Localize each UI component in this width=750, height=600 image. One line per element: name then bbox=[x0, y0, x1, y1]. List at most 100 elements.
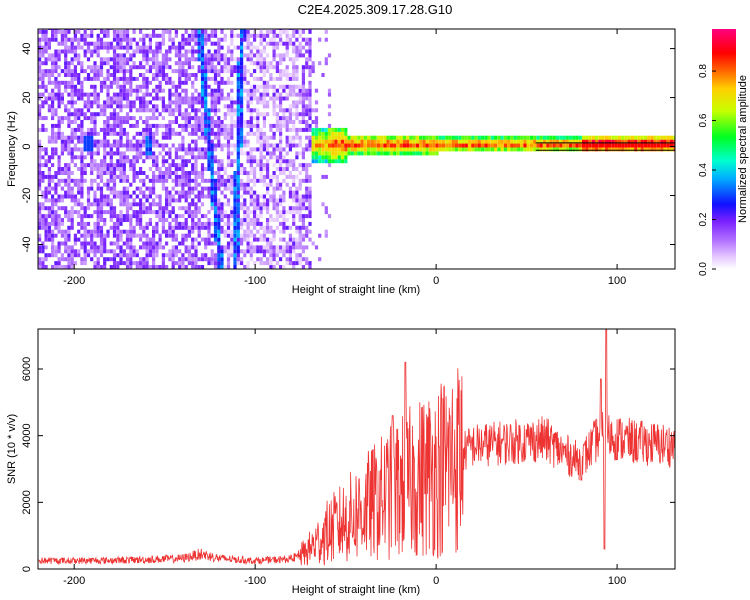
heatmap-cell bbox=[44, 57, 48, 62]
colorbar: 0.00.20.40.60.8 Normalized spectral ampl… bbox=[698, 29, 749, 276]
heatmap-cell bbox=[51, 131, 55, 136]
y-tick-label: 0 bbox=[21, 566, 33, 572]
heatmap-cell bbox=[236, 171, 240, 175]
heatmap-cell bbox=[253, 174, 257, 179]
heatmap-cell bbox=[57, 96, 61, 101]
heatmap-cell bbox=[174, 147, 178, 152]
heatmap-cell bbox=[168, 147, 172, 152]
heatmap-cell bbox=[236, 237, 240, 242]
heatmap-cell bbox=[236, 174, 240, 179]
heatmap-cell bbox=[288, 245, 292, 250]
heatmap-cell bbox=[435, 147, 439, 152]
heatmap-cell bbox=[285, 69, 289, 74]
heatmap-cell bbox=[233, 143, 237, 148]
heatmap-cell bbox=[106, 171, 110, 175]
heatmap-cell bbox=[295, 167, 299, 171]
heatmap-cell bbox=[308, 190, 312, 195]
heatmap-cell bbox=[243, 190, 247, 195]
heatmap-cell bbox=[129, 206, 133, 211]
heatmap-cell bbox=[99, 29, 104, 34]
heatmap-cell bbox=[288, 257, 292, 262]
heatmap-cell bbox=[324, 37, 328, 42]
heatmap-cell bbox=[155, 96, 159, 101]
heatmap-cell bbox=[83, 49, 87, 54]
heatmap-cell bbox=[106, 257, 110, 262]
heatmap-cell bbox=[119, 131, 123, 136]
heatmap-cell bbox=[236, 202, 240, 207]
heatmap-cell bbox=[588, 143, 592, 148]
heatmap-cell bbox=[213, 143, 218, 148]
heatmap-cell bbox=[161, 41, 165, 46]
heatmap-cell bbox=[337, 143, 341, 148]
heatmap-cell bbox=[305, 65, 309, 70]
heatmap-cell bbox=[38, 210, 42, 215]
heatmap-cell bbox=[204, 194, 208, 199]
heatmap-cell bbox=[226, 265, 231, 269]
heatmap-cell bbox=[308, 143, 312, 148]
heatmap-cell bbox=[174, 249, 178, 254]
heatmap-cell bbox=[125, 206, 130, 211]
heatmap-cell bbox=[207, 167, 211, 171]
heatmap-cell bbox=[77, 186, 81, 191]
heatmap-cell bbox=[129, 88, 133, 93]
heatmap-cell bbox=[301, 225, 305, 230]
heatmap-cell bbox=[132, 167, 136, 171]
heatmap-cell bbox=[295, 155, 299, 160]
heatmap-cell bbox=[145, 108, 149, 113]
heatmap-cell bbox=[155, 127, 159, 132]
heatmap-cell bbox=[103, 112, 107, 117]
heatmap-cell bbox=[129, 202, 133, 207]
heatmap-cell bbox=[298, 96, 302, 101]
heatmap-cell bbox=[422, 135, 426, 140]
heatmap-cell bbox=[249, 73, 253, 77]
heatmap-cell bbox=[112, 225, 117, 230]
heatmap-cell bbox=[90, 100, 94, 105]
heatmap-cell bbox=[321, 174, 325, 179]
heatmap-cell bbox=[256, 194, 260, 199]
heatmap-cell bbox=[262, 182, 266, 187]
heatmap-cell bbox=[165, 186, 169, 191]
heatmap-cell bbox=[64, 163, 68, 168]
heatmap-cell bbox=[174, 120, 178, 124]
heatmap-cell bbox=[308, 88, 312, 93]
heatmap-cell bbox=[344, 151, 348, 156]
heatmap-cell bbox=[526, 135, 530, 140]
heatmap-cell bbox=[295, 116, 299, 121]
heatmap-cell bbox=[158, 151, 162, 156]
heatmap-cell bbox=[200, 257, 205, 262]
heatmap-cell bbox=[93, 139, 97, 144]
heatmap-cell bbox=[217, 210, 221, 215]
heatmap-cell bbox=[236, 123, 240, 128]
heatmap-cell bbox=[106, 45, 110, 50]
heatmap-cell bbox=[275, 159, 279, 164]
heatmap-cell bbox=[184, 123, 188, 128]
heatmap-cell bbox=[279, 123, 283, 128]
heatmap-cell bbox=[256, 96, 260, 101]
heatmap-cell bbox=[171, 198, 175, 203]
heatmap-cell bbox=[246, 139, 250, 144]
heatmap-cell bbox=[262, 69, 266, 74]
heatmap-cell bbox=[106, 202, 110, 207]
heatmap-cell bbox=[129, 221, 133, 226]
heatmap-cell bbox=[122, 186, 126, 191]
heatmap-cell bbox=[669, 143, 674, 148]
heatmap-cell bbox=[60, 194, 64, 199]
heatmap-cell bbox=[119, 92, 123, 97]
heatmap-cell bbox=[54, 171, 58, 175]
heatmap-cell bbox=[236, 186, 240, 191]
heatmap-cell bbox=[132, 29, 136, 34]
heatmap-cell bbox=[187, 261, 191, 266]
heatmap-cell bbox=[608, 139, 612, 144]
heatmap-cell bbox=[585, 147, 589, 152]
heatmap-cell bbox=[262, 202, 266, 207]
bottom-x-axis: -200 -100 0 100 bbox=[63, 329, 626, 587]
colorbar-tick-label: 0.8 bbox=[698, 64, 709, 78]
heatmap-cell bbox=[158, 198, 162, 203]
heatmap-cell bbox=[90, 241, 94, 246]
heatmap-cell bbox=[272, 45, 276, 50]
heatmap-cell bbox=[272, 135, 276, 140]
heatmap-cell bbox=[47, 37, 51, 42]
heatmap-cell bbox=[301, 88, 305, 93]
heatmap-cell bbox=[158, 178, 162, 183]
heatmap-cell bbox=[155, 214, 159, 219]
